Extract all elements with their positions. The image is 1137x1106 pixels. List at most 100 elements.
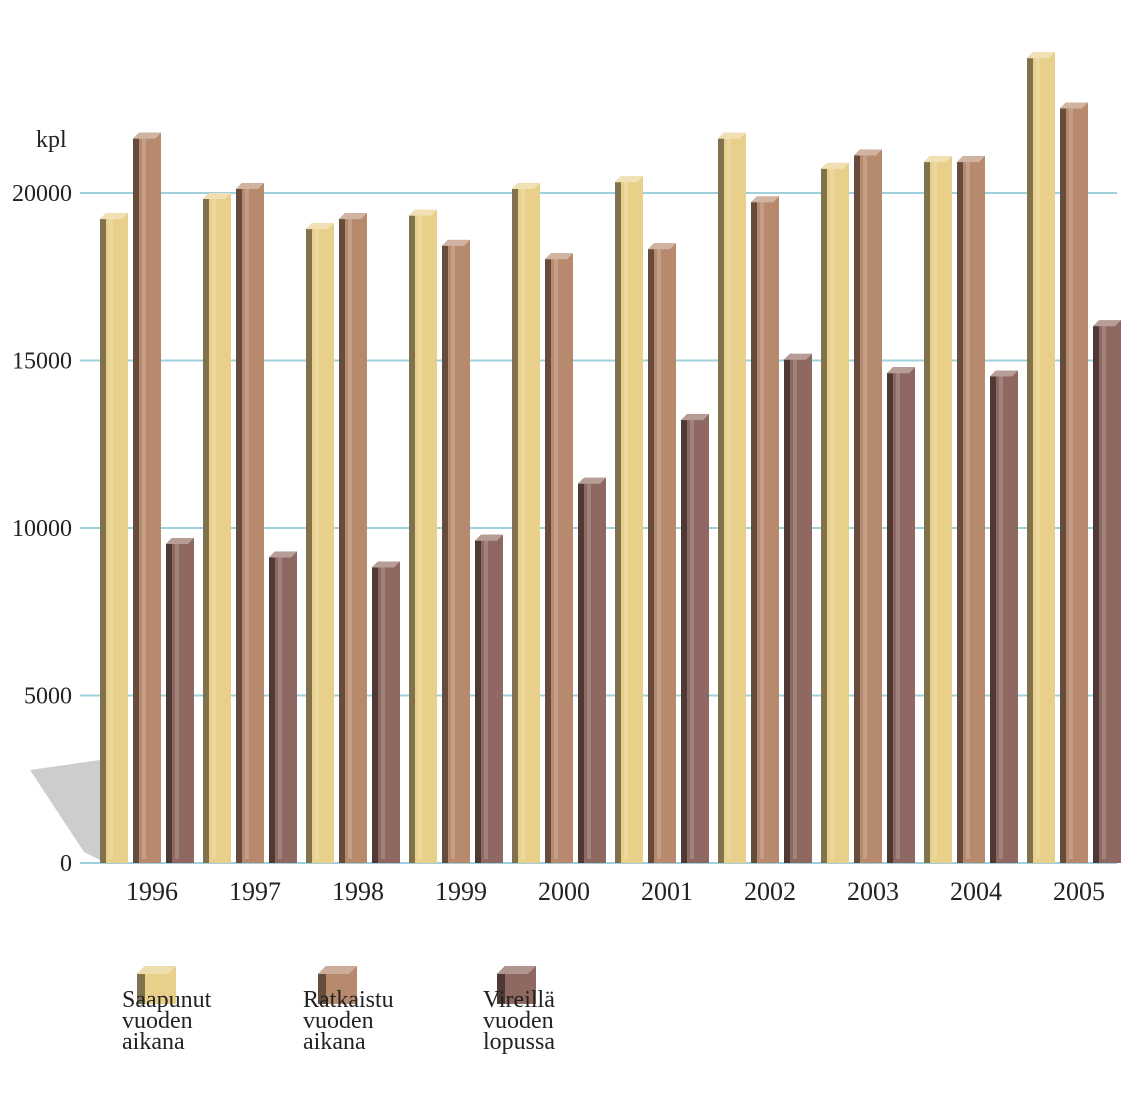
x-tick-label: 2001 xyxy=(641,877,693,906)
bar-highlight xyxy=(587,481,591,859)
bar-top xyxy=(751,196,779,203)
bar-top xyxy=(100,213,128,220)
bar-top xyxy=(442,239,470,246)
legend-swatch-top xyxy=(497,966,536,974)
bar-top xyxy=(339,213,367,220)
bar-side xyxy=(475,534,481,863)
bar-highlight xyxy=(142,136,146,859)
bar-side xyxy=(990,370,996,863)
bar-side xyxy=(1027,52,1033,864)
bar-highlight xyxy=(451,243,455,859)
y-tick-label: 20000 xyxy=(12,181,72,207)
bar-highlight xyxy=(933,160,937,859)
bar-top xyxy=(1027,52,1055,59)
bar-top xyxy=(854,149,882,156)
x-tick-label: 2004 xyxy=(950,877,1002,906)
legend-swatch-side xyxy=(137,966,145,1004)
legend-label-ratkaistu: Ratkaistu vuoden aikana xyxy=(303,987,394,1055)
legend-label-vireilla: Vireillä vuoden lopussa xyxy=(483,987,555,1055)
bar-top xyxy=(306,223,334,230)
bar-side xyxy=(442,239,448,863)
bar-highlight xyxy=(348,217,352,860)
x-tick-label: 1999 xyxy=(435,877,487,906)
bar-top xyxy=(924,156,952,163)
bar-highlight xyxy=(381,565,385,859)
bar-side xyxy=(924,156,930,863)
bar-top xyxy=(957,156,985,163)
bar-highlight xyxy=(554,257,558,859)
bar-highlight xyxy=(727,136,731,859)
bar-side xyxy=(306,223,312,863)
bar-highlight xyxy=(1102,324,1106,859)
floor-shadow xyxy=(30,760,100,860)
bar-side xyxy=(166,538,172,863)
legend-swatch-side xyxy=(497,966,505,1004)
bar-top xyxy=(512,182,540,189)
bar-highlight xyxy=(175,542,179,859)
bar-top xyxy=(372,561,400,568)
bar-highlight xyxy=(793,357,797,859)
bar-top xyxy=(133,132,161,139)
bar-top xyxy=(821,162,849,169)
bar-highlight xyxy=(278,555,282,859)
legend-swatch-top xyxy=(137,966,176,974)
bar-highlight xyxy=(657,247,661,859)
bar-top xyxy=(648,243,676,250)
bar-top xyxy=(990,370,1018,377)
bar-highlight xyxy=(863,153,867,859)
bar-side xyxy=(133,132,139,863)
bar-highlight xyxy=(1069,106,1073,860)
bar-side xyxy=(648,243,654,863)
bar-highlight xyxy=(999,374,1003,859)
bar-highlight xyxy=(315,227,319,859)
y-tick-label: 5000 xyxy=(24,684,72,710)
bar-top xyxy=(784,353,812,360)
bar-side xyxy=(718,132,724,863)
x-tick-label: 1997 xyxy=(229,877,281,906)
bar-highlight xyxy=(830,166,834,860)
bar-side xyxy=(372,561,378,863)
y-tick-label: 15000 xyxy=(12,349,72,375)
bar-top xyxy=(236,182,264,189)
legend-swatch-top xyxy=(318,966,357,974)
bar-top xyxy=(409,209,437,216)
bar-highlight xyxy=(418,213,422,859)
bar-top xyxy=(203,193,231,199)
bar-highlight xyxy=(624,180,628,859)
x-tick-label: 2003 xyxy=(847,877,899,906)
bar-highlight xyxy=(1036,56,1040,860)
bar-top xyxy=(475,534,503,541)
x-tick-label: 1996 xyxy=(126,877,178,906)
bar-top xyxy=(615,176,643,183)
bar-top xyxy=(681,414,709,421)
bar-side xyxy=(578,477,584,863)
y-tick-label: 0 xyxy=(60,851,72,877)
legend-label-saapunut: Saapunut vuoden aikana xyxy=(122,987,212,1055)
bar-highlight xyxy=(966,160,970,859)
bar-side xyxy=(545,253,551,864)
bar-top xyxy=(545,253,573,260)
bar-side xyxy=(512,182,518,863)
bar-side xyxy=(854,149,860,863)
bar-highlight xyxy=(760,200,764,860)
bar-side xyxy=(681,414,687,863)
bar-side xyxy=(821,162,827,864)
x-tick-label: 2000 xyxy=(538,877,590,906)
bar-side xyxy=(339,213,345,864)
x-tick-label: 1998 xyxy=(332,877,384,906)
bar-highlight xyxy=(690,418,694,859)
bar-highlight xyxy=(896,371,900,859)
bar-side xyxy=(957,156,963,863)
bar-top xyxy=(578,477,606,484)
bar-top xyxy=(887,367,915,374)
bar-highlight xyxy=(484,538,488,859)
bar-side xyxy=(887,367,893,863)
bar-side xyxy=(409,209,415,863)
bar-highlight xyxy=(245,186,249,859)
bar-side xyxy=(269,551,275,863)
bar-side xyxy=(1093,320,1099,863)
bar-side xyxy=(236,182,242,863)
bar-top xyxy=(166,538,194,545)
